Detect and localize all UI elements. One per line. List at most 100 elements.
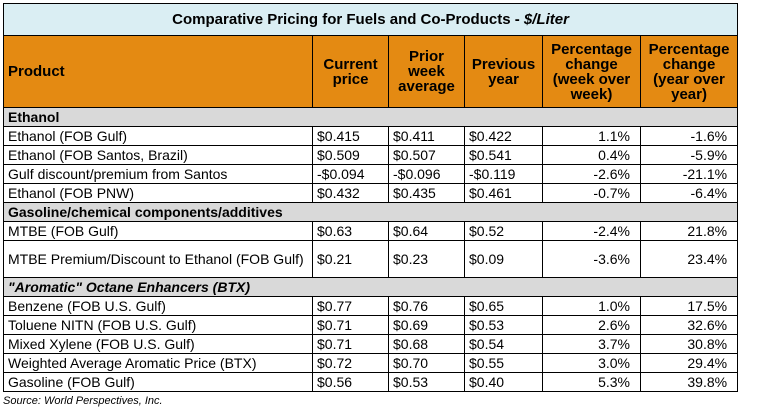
table-row: Ethanol (FOB Gulf) $0.415 $0.411 $0.422 … — [3, 126, 739, 146]
table-title-row: Comparative Pricing for Fuels and Co-Pro… — [2, 3, 739, 36]
cell-pct-week: 0.4% — [542, 145, 641, 165]
cell-current: -$0.094 — [312, 164, 389, 184]
cell-product: MTBE Premium/Discount to Ethanol (FOB Gu… — [3, 240, 313, 278]
cell-prior: $0.69 — [388, 315, 465, 335]
cell-previous: $0.541 — [464, 145, 543, 165]
cell-pct-week: -0.7% — [542, 183, 641, 203]
cell-product: Benzene (FOB U.S. Gulf) — [3, 296, 313, 316]
header-line: change — [662, 55, 716, 73]
header-line: year — [488, 70, 519, 88]
header-line: Percentage — [551, 40, 632, 58]
cell-previous: $0.422 — [464, 126, 543, 146]
cell-pct-year: -1.6% — [639, 126, 739, 146]
cell-prior: $0.411 — [388, 126, 465, 146]
section-label: Gasoline/chemical components/additives — [2, 202, 739, 222]
cell-product: Ethanol (FOB Gulf) — [3, 126, 313, 146]
cell-pct-year: 23.4% — [639, 240, 739, 278]
cell-prior: $0.70 — [388, 353, 465, 373]
section-header-gasoline-components: Gasoline/chemical components/additives — [2, 202, 739, 222]
header-line: Percentage — [648, 40, 730, 58]
pricing-table: Comparative Pricing for Fuels and Co-Pro… — [2, 3, 739, 392]
cell-prior: $0.68 — [388, 334, 465, 354]
cell-previous: $0.461 — [464, 183, 543, 203]
table-row: Gulf discount/premium from Santos -$0.09… — [3, 164, 739, 184]
cell-pct-week: 1.0% — [542, 296, 641, 316]
cell-pct-week: 2.6% — [542, 315, 641, 335]
cell-pct-year: -5.9% — [639, 145, 739, 165]
table-row: MTBE (FOB Gulf) $0.63 $0.64 $0.52 -2.4% … — [3, 221, 739, 241]
column-header-row: Product Current price Prior week average… — [3, 35, 739, 108]
header-line: (year over — [653, 70, 725, 88]
cell-pct-year: -21.1% — [639, 164, 739, 184]
cell-pct-year: 32.6% — [639, 315, 739, 335]
cell-prior: $0.76 — [388, 296, 465, 316]
header-prior-week-average: Prior week average — [388, 35, 465, 108]
source-note: Source: World Perspectives, Inc. — [3, 395, 163, 407]
cell-product: Mixed Xylene (FOB U.S. Gulf) — [3, 334, 313, 354]
cell-prior: $0.23 — [388, 240, 465, 278]
cell-previous: $0.09 — [464, 240, 543, 278]
cell-product: Gasoline (FOB Gulf) — [3, 372, 313, 392]
cell-previous: $0.55 — [464, 353, 543, 373]
cell-current: $0.71 — [312, 315, 389, 335]
header-previous-year: Previous year — [464, 35, 543, 108]
cell-current: $0.71 — [312, 334, 389, 354]
cell-pct-week: 3.7% — [542, 334, 641, 354]
cell-pct-year: 21.8% — [639, 221, 739, 241]
header-line: week — [408, 63, 445, 80]
cell-product: Ethanol (FOB PNW) — [3, 183, 313, 203]
cell-product: Gulf discount/premium from Santos — [3, 164, 313, 184]
cell-prior: $0.64 — [388, 221, 465, 241]
cell-previous: $0.54 — [464, 334, 543, 354]
header-line: price — [332, 70, 369, 88]
table-row: Weighted Average Aromatic Price (BTX) $0… — [3, 353, 739, 373]
header-line: Previous — [471, 55, 536, 73]
cell-pct-year: 39.8% — [639, 372, 739, 392]
table-row: Ethanol (FOB Santos, Brazil) $0.509 $0.5… — [3, 145, 739, 165]
cell-current: $0.509 — [312, 145, 389, 165]
cell-current: $0.56 — [312, 372, 389, 392]
cell-prior: $0.507 — [388, 145, 465, 165]
cell-prior: -$0.096 — [388, 164, 465, 184]
header-line: average — [398, 78, 455, 95]
cell-previous: $0.53 — [464, 315, 543, 335]
header-product: Product — [3, 35, 313, 108]
cell-product: Ethanol (FOB Santos, Brazil) — [3, 145, 313, 165]
table-row: Toluene NITN (FOB U.S. Gulf) $0.71 $0.69… — [3, 315, 739, 335]
cell-previous: $0.65 — [464, 296, 543, 316]
cell-pct-year: 17.5% — [639, 296, 739, 316]
cell-current: $0.415 — [312, 126, 389, 146]
header-line: Prior — [408, 48, 444, 65]
table-row: Benzene (FOB U.S. Gulf) $0.77 $0.76 $0.6… — [3, 296, 739, 316]
table-row: Ethanol (FOB PNW) $0.432 $0.435 $0.461 -… — [3, 183, 739, 203]
header-line: year) — [671, 85, 707, 103]
cell-product: MTBE (FOB Gulf) — [3, 221, 313, 241]
cell-pct-week: -2.6% — [542, 164, 641, 184]
cell-previous: $0.40 — [464, 372, 543, 392]
cell-pct-week: 1.1% — [542, 126, 641, 146]
cell-current: $0.77 — [312, 296, 389, 316]
table-row: Gasoline (FOB Gulf) $0.56 $0.53 $0.40 5.… — [3, 372, 739, 392]
cell-previous: -$0.119 — [464, 164, 543, 184]
header-line: Current — [323, 55, 378, 73]
cell-current: $0.432 — [312, 183, 389, 203]
cell-product: Weighted Average Aromatic Price (BTX) — [3, 353, 313, 373]
section-header-aromatic-octane: "Aromatic" Octane Enhancers (BTX) — [2, 277, 739, 297]
header-pct-change-year: Percentage change (year over year) — [639, 35, 739, 108]
cell-pct-week: -2.4% — [542, 221, 641, 241]
section-label: "Aromatic" Octane Enhancers (BTX) — [2, 277, 739, 297]
table-title-unit: $/Liter — [523, 11, 569, 28]
section-header-ethanol: Ethanol — [2, 107, 739, 127]
cell-prior: $0.435 — [388, 183, 465, 203]
cell-current: $0.63 — [312, 221, 389, 241]
table-title-text: Comparative Pricing for Fuels and Co-Pro… — [172, 11, 524, 28]
header-line: week) — [570, 85, 613, 103]
cell-product: Toluene NITN (FOB U.S. Gulf) — [3, 315, 313, 335]
cell-prior: $0.53 — [388, 372, 465, 392]
table-row: Mixed Xylene (FOB U.S. Gulf) $0.71 $0.68… — [3, 334, 739, 354]
cell-previous: $0.52 — [464, 221, 543, 241]
section-label: Ethanol — [2, 107, 739, 127]
cell-pct-week: 5.3% — [542, 372, 641, 392]
cell-pct-year: -6.4% — [639, 183, 739, 203]
cell-pct-week: -3.6% — [542, 240, 641, 278]
